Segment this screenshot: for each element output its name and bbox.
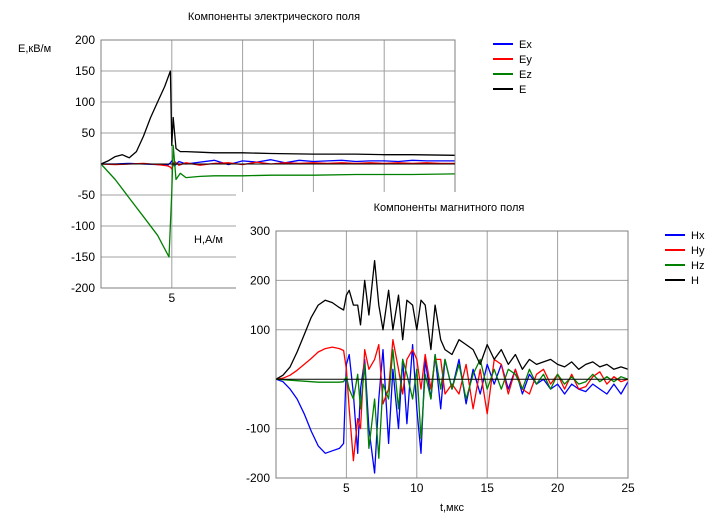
mag-y-tick-label: 200: [250, 273, 270, 287]
magnetic-chart-background: [236, 192, 713, 525]
elec-legend-label-ez: Ez: [519, 69, 532, 81]
mag-y-tick-label: 100: [250, 323, 270, 337]
mag-x-tick-label: 25: [621, 481, 635, 495]
magnetic-series-group: [275, 259, 629, 474]
mag-x-tick-label: 20: [551, 481, 565, 495]
electric-chart-title: Компоненты электрического поля: [188, 11, 360, 23]
mag-x-tick-label: 10: [410, 481, 424, 495]
elec-y-tick-label: 150: [75, 64, 95, 78]
electric-legend: Ex Ey Ez E: [493, 39, 532, 96]
magnetic-chart-title: Компоненты магнитного поля: [374, 202, 525, 214]
elec-legend-label-ex: Ex: [519, 39, 532, 51]
mag-y-tick-label: 300: [250, 224, 270, 238]
mag-plot-frame: [275, 230, 629, 479]
magnetic-y-axis-label: H,А/м: [194, 234, 223, 246]
elec-legend-label-ey: Ey: [519, 54, 532, 66]
elec-y-tick-label: -50: [78, 188, 96, 202]
elec-series-ey: [100, 160, 455, 170]
mag-legend-label-h: H: [691, 275, 699, 287]
magnetic-axes: 300 200 100 -100 -200 5 10 15 20 25: [246, 224, 635, 495]
mag-series-hz: [275, 348, 629, 459]
elec-y-tick-label: 50: [82, 126, 96, 140]
electric-axes: 200 150 100 50 -50 -100 -150 -200 5: [71, 33, 456, 305]
mag-series-h: [275, 259, 629, 380]
magnetic-x-axis-label: t,мкс: [440, 502, 465, 514]
magnetic-legend: Hx Hy Hz H: [665, 230, 705, 287]
mag-x-tick-label: 5: [343, 481, 350, 495]
mag-legend-label-hy: Hy: [691, 245, 705, 257]
elec-y-tick-label: -200: [71, 281, 95, 295]
mag-y-tick-label: -100: [246, 422, 270, 436]
elec-y-tick-label: -100: [71, 219, 95, 233]
mag-legend-label-hx: Hx: [691, 230, 705, 242]
electric-y-axis-label: E,кВ/м: [18, 43, 51, 55]
mag-y-tick-label: -200: [246, 471, 270, 485]
magnetic-grid: [276, 231, 628, 478]
mag-legend-label-hz: Hz: [691, 260, 704, 272]
elec-legend-label-e: E: [519, 84, 526, 96]
elec-series-e: [100, 70, 456, 165]
elec-series-ez: [100, 144, 456, 258]
elec-y-tick-label: 200: [75, 33, 95, 47]
elec-y-tick-label: -150: [71, 250, 95, 264]
elec-y-tick-label: 100: [75, 95, 95, 109]
magnetic-field-chart: Компоненты магнитного поля H,А/м t,мкс 3…: [194, 202, 705, 514]
electric-series-group: [100, 70, 456, 258]
elec-x-tick-label: 5: [168, 291, 175, 305]
mag-x-tick-label: 15: [481, 481, 495, 495]
